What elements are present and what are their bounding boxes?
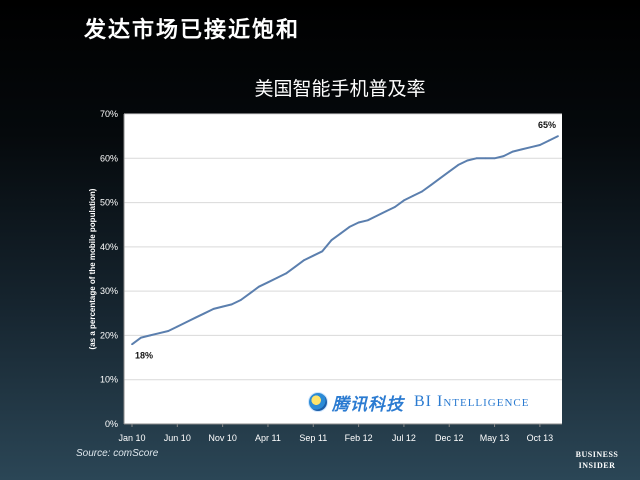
logo-line-1: BUSINESS — [575, 450, 619, 459]
data-point — [303, 259, 306, 262]
data-point — [412, 195, 414, 197]
tencent-logo-icon — [308, 392, 328, 412]
data-label: 65% — [538, 120, 556, 130]
tencent-bi-watermark: 腾讯科技 BI Intelligence — [308, 389, 529, 415]
x-tick-label: Nov 10 — [208, 433, 237, 443]
data-point — [212, 307, 215, 310]
data-point — [239, 299, 242, 301]
business-insider-logo: BUSINESS INSIDER — [571, 449, 623, 471]
y-tick-label: 0% — [105, 419, 118, 429]
data-point — [203, 312, 206, 315]
data-point — [457, 164, 460, 166]
x-tick-label: Feb 12 — [345, 433, 373, 443]
logo-line-2: INSIDER — [578, 461, 616, 470]
y-axis-title: (as a percentage of the mobile populatio… — [88, 188, 97, 349]
data-point — [484, 157, 487, 160]
data-point — [384, 210, 387, 213]
y-tick-label: 50% — [100, 198, 118, 208]
data-point — [502, 155, 505, 157]
data-point — [330, 239, 333, 242]
data-point — [267, 281, 269, 284]
data-point — [194, 316, 197, 319]
x-tick-label: Sep 11 — [299, 433, 327, 443]
series-line — [131, 135, 559, 346]
data-point — [276, 276, 278, 279]
data-point — [321, 250, 324, 253]
data-point — [430, 183, 433, 186]
data-point — [221, 305, 224, 308]
y-tick-label: 20% — [100, 330, 118, 340]
x-tick-label: Oct 13 — [527, 433, 554, 443]
y-tick-label: 30% — [100, 286, 118, 296]
data-point — [421, 190, 423, 193]
data-point — [257, 285, 260, 288]
data-point — [548, 139, 550, 142]
page-headline: 发达市场已接近饱和 — [84, 18, 301, 43]
data-label: 18% — [135, 350, 153, 360]
data-point — [529, 146, 532, 149]
data-point — [176, 325, 179, 328]
data-point — [493, 157, 496, 160]
y-tick-label: 60% — [100, 153, 118, 163]
x-tick-label: Apr 11 — [255, 433, 281, 443]
data-point — [167, 330, 170, 332]
data-point — [140, 336, 142, 339]
data-point — [538, 144, 541, 146]
watermark-brand-en: BI Intelligence — [414, 393, 530, 410]
y-tick-label: 10% — [100, 375, 118, 385]
x-tick-label: Dec 12 — [435, 433, 464, 443]
plot-area — [124, 114, 562, 424]
x-tick-label: May 13 — [480, 433, 510, 443]
data-point — [294, 265, 297, 268]
data-point — [439, 177, 442, 180]
data-point — [285, 272, 287, 275]
data-point — [185, 321, 188, 324]
x-tick-label: Jul 12 — [392, 433, 416, 443]
data-point — [131, 343, 133, 346]
data-point — [466, 159, 469, 162]
data-point — [339, 232, 342, 235]
data-point — [557, 135, 559, 138]
data-point — [158, 332, 161, 335]
data-point — [475, 157, 478, 160]
watermark-brand-cn: 腾讯科技 — [332, 394, 404, 415]
data-point — [230, 303, 233, 306]
data-point — [448, 170, 451, 173]
source-note: Source: comScore — [76, 448, 159, 459]
data-point — [393, 206, 396, 208]
data-point — [366, 219, 369, 222]
y-tick-label: 70% — [100, 109, 118, 119]
x-tick-label: Jan 10 — [118, 433, 145, 443]
data-point — [403, 199, 405, 202]
data-point — [375, 214, 378, 217]
data-point — [357, 221, 360, 224]
data-point — [248, 292, 251, 295]
data-point — [520, 148, 523, 151]
x-tick-label: Jun 10 — [164, 433, 191, 443]
data-point — [348, 226, 351, 228]
y-tick-label: 40% — [100, 242, 118, 252]
data-point — [511, 150, 514, 153]
data-point — [312, 254, 315, 257]
data-point — [149, 334, 152, 337]
chart-title: 美国智能手机普及率 — [254, 78, 426, 100]
